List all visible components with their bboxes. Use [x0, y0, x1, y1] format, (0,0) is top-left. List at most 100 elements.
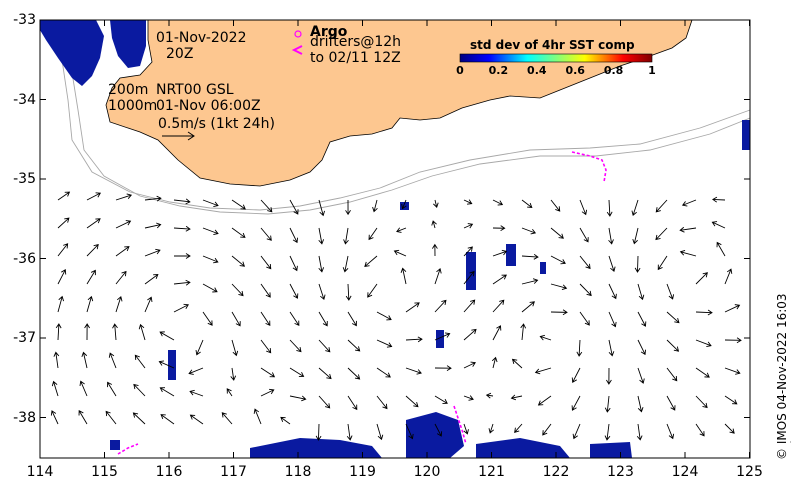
current-arrow: [679, 249, 697, 257]
drifters-label: drifters@12h: [310, 34, 402, 50]
x-tick-label: 122: [542, 464, 570, 480]
current-arrow: [158, 360, 175, 369]
current-arrow: [679, 226, 697, 233]
x-tick-label: 121: [478, 464, 505, 480]
current-arrow: [405, 302, 420, 313]
current-arrow: [57, 295, 64, 313]
current-arrow: [50, 410, 59, 425]
current-arrow: [372, 199, 378, 213]
y-tick-label: -35: [13, 171, 36, 187]
current-arrow: [159, 331, 175, 341]
current-arrow: [160, 414, 175, 425]
current-arrow: [226, 388, 233, 397]
current-arrow: [637, 283, 645, 301]
current-arrow: [571, 395, 581, 411]
current-arrow: [463, 223, 474, 229]
current-arrow: [376, 395, 388, 410]
current-arrow: [345, 199, 351, 216]
current-arrow: [433, 199, 439, 209]
current-arrow: [86, 269, 96, 285]
colorbar-tick-label: 0.6: [565, 64, 585, 77]
current-arrow: [510, 394, 523, 401]
product-time-label: 01-Nov 06:00Z: [156, 98, 261, 114]
current-arrow: [230, 367, 237, 381]
x-tick-label: 114: [26, 464, 54, 480]
current-arrow: [173, 303, 190, 313]
current-arrow: [657, 255, 668, 271]
current-arrow: [346, 423, 353, 441]
colorbar: [459, 53, 653, 63]
colorbar-tick-label: 0.8: [603, 64, 624, 77]
current-arrow: [431, 220, 437, 229]
current-arrow: [550, 309, 568, 316]
current-arrow: [492, 249, 508, 257]
current-arrow: [637, 395, 644, 413]
current-arrow: [579, 311, 590, 326]
current-arrow: [108, 352, 117, 369]
current-arrow: [347, 339, 361, 352]
current-arrow: [343, 227, 349, 245]
time-label: 20Z: [166, 46, 194, 62]
current-arrow: [79, 380, 88, 397]
current-arrow: [107, 381, 117, 397]
current-arrow: [318, 311, 328, 327]
depth-1000-label: 1000m: [108, 98, 158, 114]
current-arrow: [289, 227, 298, 244]
current-arrow: [173, 225, 191, 232]
current-arrow: [260, 227, 272, 241]
current-arrow: [604, 423, 611, 441]
current-arrow: [115, 193, 133, 201]
current-arrow: [138, 323, 146, 341]
current-arrow: [231, 255, 246, 267]
current-arrow: [260, 311, 271, 327]
plot-frame: [39, 19, 751, 459]
current-arrow: [318, 367, 332, 380]
x-tick-label: 120: [413, 464, 441, 480]
current-arrow: [695, 423, 705, 437]
current-arrow: [159, 387, 175, 397]
current-arrow: [521, 227, 537, 235]
sst-patches: [40, 20, 750, 458]
current-arrow: [485, 392, 494, 399]
current-arrow: [521, 253, 539, 260]
current-arrow: [681, 199, 697, 207]
current-arrow: [724, 423, 735, 434]
date-label: 01-Nov-2022: [156, 30, 247, 46]
current-arrow: [434, 332, 451, 341]
current-arrow: [144, 273, 159, 285]
current-arrow: [608, 339, 615, 357]
current-arrow: [434, 299, 447, 313]
current-arrow: [86, 218, 101, 229]
current-arrow: [637, 367, 645, 384]
current-arrow: [492, 325, 502, 341]
current-arrow: [367, 283, 378, 298]
current-arrow: [405, 367, 422, 375]
scale-arrow: [162, 131, 195, 141]
current-arrow: [396, 227, 407, 233]
current-arrow: [57, 217, 70, 229]
current-arrow: [463, 328, 477, 341]
current-arrow: [115, 246, 130, 257]
current-arrow: [376, 423, 384, 441]
y-tick-label: -37: [13, 330, 36, 346]
current-arrow: [576, 339, 583, 357]
current-arrow: [260, 283, 271, 298]
current-arrow: [655, 199, 668, 213]
current-arrow: [550, 283, 568, 291]
current-arrow: [579, 227, 589, 243]
x-tick-label: 115: [91, 464, 118, 480]
x-tick-label: 124: [671, 464, 699, 480]
current-arrow: [318, 395, 331, 409]
current-arrow: [81, 351, 88, 369]
current-arrow: [604, 395, 611, 413]
current-arrow: [521, 301, 535, 313]
current-arrow: [606, 367, 612, 385]
current-arrow: [202, 227, 219, 236]
product-label: NRT00 GSL: [156, 82, 234, 98]
current-arrow: [345, 283, 352, 301]
current-arrow: [695, 309, 713, 316]
current-arrow: [134, 354, 146, 369]
current-arrow: [112, 323, 118, 341]
current-arrow: [393, 249, 407, 257]
